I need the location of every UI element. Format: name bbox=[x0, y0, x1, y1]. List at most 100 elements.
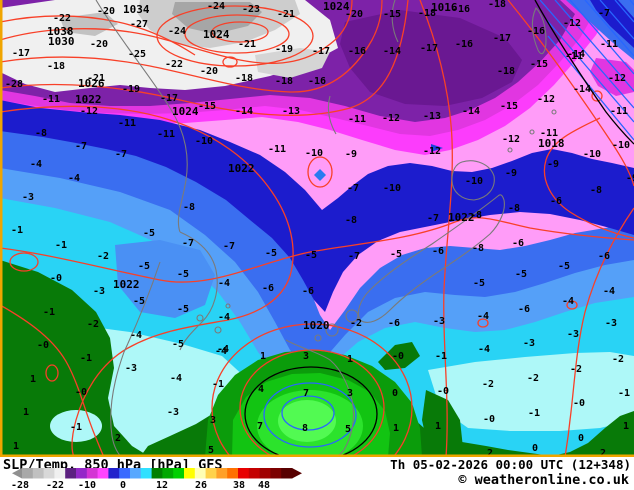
temperature-label: -3 bbox=[93, 286, 105, 297]
temperature-label: -10 bbox=[583, 149, 601, 160]
temperature-label: -2 bbox=[350, 318, 362, 329]
isobar-black-contours bbox=[244, 0, 634, 457]
temperature-colorbar: -28 -22 -10 0 12 26 38 48 bbox=[11, 468, 302, 490]
temperature-label: -16 bbox=[308, 76, 326, 87]
caption-bar: SLP/Temp. 850 hPa [hPa] GFS Th 05-02-202… bbox=[0, 457, 634, 490]
colorbar-segment bbox=[130, 468, 142, 479]
temperature-label: 5 bbox=[208, 445, 214, 456]
temperature-label: -2 bbox=[482, 379, 494, 390]
colorbar-tick: -10 bbox=[78, 480, 96, 490]
temperature-label: -17 bbox=[493, 33, 511, 44]
temperature-label: 1 bbox=[30, 374, 36, 385]
temperature-label: -5 bbox=[138, 261, 150, 272]
isobar-blue-contours bbox=[263, 0, 634, 448]
colorbar-tick: -28 bbox=[11, 480, 29, 490]
temperature-label: -28 bbox=[5, 79, 23, 90]
temperature-label: -10 bbox=[465, 176, 483, 187]
temperature-label: -7 bbox=[115, 149, 127, 160]
temperature-label: 3 bbox=[210, 415, 216, 426]
low-motion-arrow-icon bbox=[431, 144, 443, 152]
temperature-label: -11 bbox=[118, 118, 136, 129]
colorbar-segment bbox=[216, 468, 228, 479]
temperature-label: -0 bbox=[573, 398, 585, 409]
temperature-label: -2 bbox=[87, 319, 99, 330]
temperature-label: -0 bbox=[437, 386, 449, 397]
temperature-label: -20 bbox=[200, 66, 218, 77]
temperature-label: -2 bbox=[612, 354, 624, 365]
colorbar-segment bbox=[97, 468, 109, 479]
temperature-label: -11 bbox=[268, 144, 286, 155]
temperature-label: -8 bbox=[345, 215, 357, 226]
temperature-label: -8 bbox=[508, 203, 520, 214]
temperature-label: -20 bbox=[90, 39, 108, 50]
temperature-label: 0 bbox=[578, 433, 584, 444]
temperature-label: -2 bbox=[527, 373, 539, 384]
colorbar-segment bbox=[259, 468, 271, 479]
temperature-label: -27 bbox=[130, 19, 148, 30]
colorbar-segment bbox=[248, 468, 260, 479]
pressure-label: 1024 bbox=[172, 105, 199, 118]
temperature-label: -6 bbox=[518, 304, 530, 315]
temperature-label: -3 bbox=[605, 318, 617, 329]
temperature-label: -21 bbox=[87, 73, 105, 84]
temperature-label: -16 bbox=[348, 46, 366, 57]
colorbar-tick: 0 bbox=[120, 480, 126, 490]
temperature-label: 4 bbox=[258, 384, 264, 395]
temperature-shading-layer bbox=[0, 0, 634, 457]
temperature-label: -11 bbox=[540, 128, 558, 139]
colorbar-segment bbox=[173, 468, 185, 479]
temperature-label: 2 bbox=[487, 448, 493, 457]
temperature-label: -19 bbox=[122, 84, 140, 95]
temperature-label: -4 bbox=[130, 330, 142, 341]
temperature-label: 1 bbox=[260, 351, 266, 362]
temperature-label: -12 bbox=[502, 134, 520, 145]
temperature-label: -1 bbox=[435, 351, 447, 362]
temperature-label: -17 bbox=[420, 43, 438, 54]
temperature-label: -12 bbox=[423, 146, 441, 157]
temperature-label: -4 bbox=[477, 311, 489, 322]
temperature-label: -7 bbox=[223, 241, 235, 252]
coastlines bbox=[95, 0, 557, 457]
colorbar-segment bbox=[22, 468, 34, 479]
temperature-label: -4 bbox=[215, 346, 227, 357]
colorbar-segment bbox=[227, 468, 239, 479]
temperature-label: -5 bbox=[143, 228, 155, 239]
colorbar-segment bbox=[54, 468, 66, 479]
temperature-label: -5 bbox=[265, 248, 277, 259]
temperature-label: 0 bbox=[532, 443, 538, 454]
pressure-label: 1022 bbox=[113, 278, 140, 291]
colorbar-segment bbox=[108, 468, 120, 479]
temperature-label: 3 bbox=[347, 388, 353, 399]
temperature-label: -14 bbox=[383, 46, 401, 57]
temperature-label: -22 bbox=[165, 59, 183, 70]
temperature-label: -21 bbox=[238, 39, 256, 50]
temperature-label: -9 bbox=[505, 168, 517, 179]
temperature-label: -1 bbox=[55, 240, 67, 251]
temperature-label: -6 bbox=[512, 238, 524, 249]
colorbar-tick: 12 bbox=[156, 480, 168, 490]
pressure-label: 1018 bbox=[538, 137, 565, 150]
temperature-label: -16 bbox=[527, 26, 545, 37]
temperature-label: -3 bbox=[125, 363, 137, 374]
temperature-label: -5 bbox=[177, 304, 189, 315]
valid-time: Th 05-02-2026 00:00 UTC (12+348) bbox=[390, 457, 631, 472]
temperature-label: -1 bbox=[528, 408, 540, 419]
temperature-label: -18 bbox=[497, 66, 515, 77]
temperature-label: -4 bbox=[30, 159, 42, 170]
pressure-label: 1024 bbox=[323, 0, 350, 13]
temperature-label: -11 bbox=[600, 39, 618, 50]
temperature-label: -1 bbox=[618, 388, 630, 399]
temperature-label: -6 bbox=[388, 318, 400, 329]
temperature-label: -6 bbox=[302, 286, 314, 297]
temperature-label: -10 bbox=[383, 183, 401, 194]
temperature-label: -5 bbox=[473, 278, 485, 289]
temperature-label: 1 bbox=[435, 421, 441, 432]
temperature-label: -5 bbox=[390, 249, 402, 260]
colorbar-tick: 38 bbox=[233, 480, 245, 490]
temperature-label: -6 bbox=[550, 196, 562, 207]
colorbar-segment bbox=[162, 468, 174, 479]
temperature-label: -11 bbox=[610, 106, 628, 117]
